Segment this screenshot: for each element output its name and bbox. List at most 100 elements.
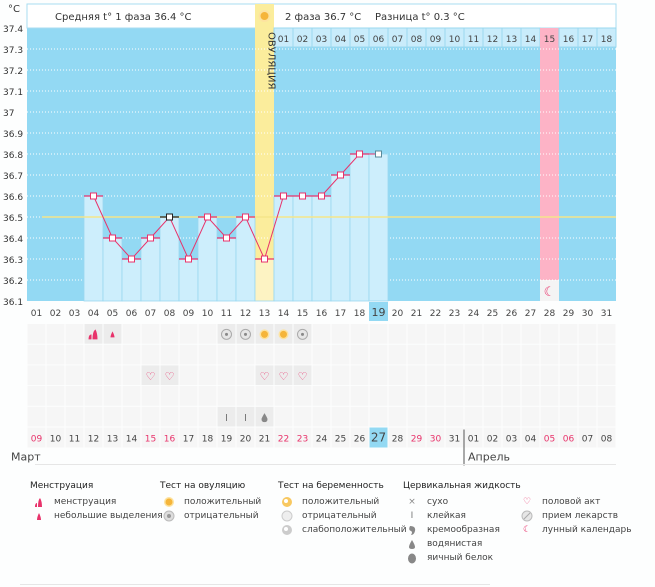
date-cell: [331, 427, 350, 448]
date-cell: [141, 427, 160, 448]
row-pregnancy-test-cell: [445, 344, 464, 365]
row-pregnancy-test-cell: [46, 344, 65, 365]
row-pregnancy-test-cell: [388, 344, 407, 365]
row-cervical-fluid-cell: [84, 406, 103, 427]
cycle-day-label: 29: [563, 309, 575, 319]
legend-ovulation-test: Тест на овуляцию положительный отрицател…: [160, 481, 261, 523]
legend-label: отрицательный: [184, 511, 259, 521]
heart-icon: ♡: [522, 497, 532, 507]
moon-cell: [540, 280, 559, 301]
row-pregnancy-test-cell: [369, 344, 388, 365]
phase2-day-label: 17: [582, 35, 593, 45]
row-menstruation-ovtest-cell: [46, 324, 65, 344]
date-cell: [445, 427, 464, 448]
cycle-day-label: 28: [544, 309, 556, 319]
row-cervical-fluid-cell: [540, 406, 559, 427]
y-tick-label: 36.3: [3, 256, 23, 266]
date-label: 30: [430, 435, 442, 445]
date-cell: [483, 427, 502, 448]
row-intercourse-cell: [312, 365, 331, 386]
legend-label: лунный календарь: [542, 525, 632, 535]
row-medication-cell: [483, 386, 502, 406]
temperature-point: [166, 213, 173, 221]
row-medication-cell: [331, 386, 350, 406]
date-label: 02: [487, 435, 498, 445]
temperature-bar: [349, 153, 370, 302]
phase2-day-label: 09: [430, 35, 442, 45]
ovtest-negative-dot: [301, 332, 304, 336]
y-tick-label: 36.1: [3, 298, 23, 308]
cycle-day-label: 25: [487, 309, 498, 319]
date-label: 20: [240, 435, 252, 445]
row-medication-cell: [369, 386, 388, 406]
date-cell: [369, 427, 388, 448]
legend-pregnancy-test: Тест на беременность положительный отриц…: [278, 481, 407, 537]
row-medication-cell: [559, 386, 578, 406]
row-pregnancy-test-cell: [350, 344, 369, 365]
row-medication-cell: [540, 386, 559, 406]
divider: [20, 584, 490, 585]
row-menstruation-ovtest-cell: [578, 324, 597, 344]
date-label: 15: [145, 435, 156, 445]
row-cervical-fluid-cell: [388, 406, 407, 427]
date-label: 13: [107, 435, 118, 445]
row-menstruation-ovtest-cell: [198, 324, 217, 344]
row-cervical-fluid-cell: [122, 406, 141, 427]
row-menstruation-ovtest-cell: [350, 324, 369, 344]
temperature-point: [356, 150, 363, 158]
row-intercourse-cell: [198, 365, 217, 386]
phase2-day-label: 10: [449, 35, 461, 45]
row-menstruation-ovtest-cell: [426, 324, 445, 344]
row-intercourse-cell: [540, 365, 559, 386]
phase2-day-label: 04: [335, 35, 347, 45]
row-pregnancy-test-cell: [141, 344, 160, 365]
moon-column: [540, 47, 559, 280]
row-intercourse-cell: [597, 365, 616, 386]
row-menstruation-ovtest-cell: [521, 324, 540, 344]
temperature-bar: [197, 216, 218, 302]
row-intercourse-cell: [103, 365, 122, 386]
row-menstruation-ovtest-cell: [388, 324, 407, 344]
date-label: 09: [31, 435, 43, 445]
heart-icon: ♡: [165, 370, 175, 383]
row-medication-cell: [578, 386, 597, 406]
row-pregnancy-test-cell: [540, 344, 559, 365]
pregtest-negative-icon: [278, 510, 296, 522]
month-march: Март: [11, 451, 41, 464]
y-tick-label: 37: [3, 109, 14, 119]
row-intercourse-cell: [217, 365, 236, 386]
temperature-bar: [121, 258, 142, 302]
y-tick-label: 36.6: [3, 193, 23, 203]
date-label: 18: [202, 435, 214, 445]
row-pregnancy-test-cell: [217, 344, 236, 365]
date-label: 31: [449, 435, 460, 445]
row-menstruation-ovtest-cell: [407, 324, 426, 344]
date-label: 12: [88, 435, 99, 445]
row-pregnancy-test-cell: [521, 344, 540, 365]
date-label: 03: [506, 435, 517, 445]
sticky-icon: I: [410, 511, 414, 521]
phase2-day-label: 02: [297, 35, 308, 45]
temperature-point: [185, 255, 192, 263]
temperature-bar: [178, 258, 199, 302]
date-label: 16: [164, 435, 176, 445]
row-medication-cell: [198, 386, 217, 406]
cycle-day-label: 19: [372, 306, 386, 319]
temperature-chart: ☾ 01 02 03 04 05 06 07 08 09 10 11 12 13 14 15 16 17 18 Сре…: [3, 3, 617, 466]
legend-menstruation: Менструация менструация небольшие выделе…: [30, 481, 163, 523]
cycle-day-label: 18: [354, 309, 366, 319]
temperature-bar: [102, 237, 123, 302]
cycle-day-label: 13: [259, 309, 270, 319]
heart-icon: ♡: [298, 370, 308, 383]
moon-icon: ☾: [544, 285, 556, 300]
row-cervical-fluid-cell: [103, 406, 122, 427]
cycle-day-label: 11: [221, 309, 232, 319]
phase2-day-label: 14: [525, 35, 537, 45]
cycle-day-label: 05: [107, 309, 118, 319]
legend-title: Цервикальная жидкость: [403, 481, 521, 491]
temperature-bar: [216, 237, 237, 302]
row-medication-cell: [236, 386, 255, 406]
pill-icon: [518, 510, 536, 522]
date-label: 28: [392, 435, 404, 445]
